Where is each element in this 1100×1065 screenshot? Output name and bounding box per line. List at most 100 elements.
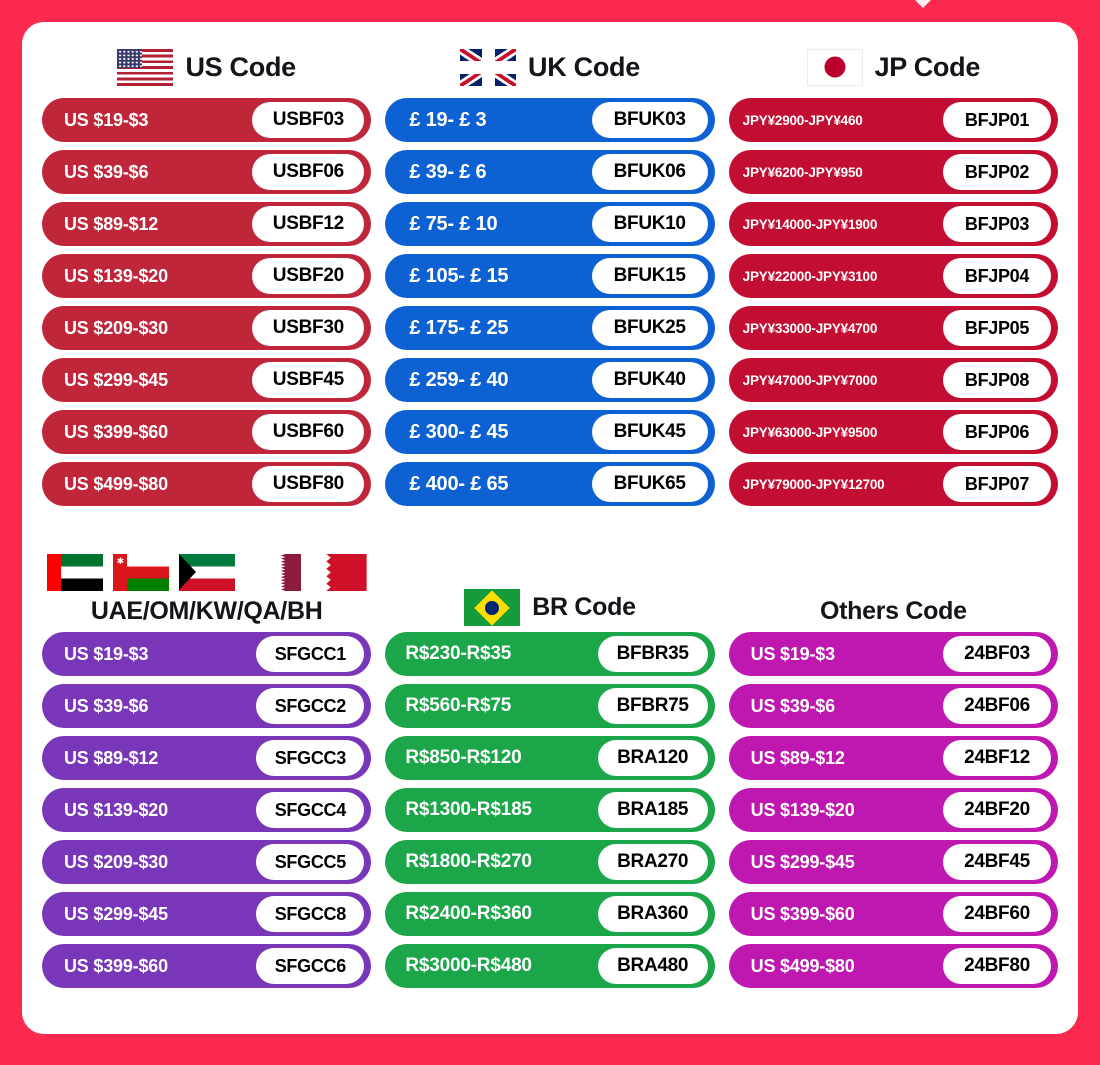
promo-code-chip[interactable]: 24BF12 [943, 740, 1051, 776]
promo-code-row[interactable]: US $139-$20 SFGCC4 [42, 788, 372, 832]
promo-code-chip[interactable]: BFUK15 [591, 258, 708, 294]
promo-code-row[interactable]: £ 105- £ 15 BFUK15 [385, 254, 715, 298]
promo-code-row[interactable]: R$2400-R$360 BRA360 [385, 892, 715, 936]
promo-code-chip[interactable]: BRA120 [597, 740, 708, 776]
promo-code-chip[interactable]: SFGCC8 [256, 896, 365, 932]
promo-code-row[interactable]: US $139-$20 USBF20 [42, 254, 372, 298]
promo-code-chip[interactable]: BFJP07 [943, 466, 1051, 502]
promo-code-row[interactable]: R$230-R$35 BFBR35 [385, 632, 715, 676]
code-list-gcc: US $19-$3 SFGCC1 US $39-$6 SFGCC2 US $89-$12… [42, 632, 372, 988]
promo-code-chip[interactable]: BRA270 [597, 844, 708, 880]
promo-code-row[interactable]: US $39-$6 SFGCC2 [42, 684, 372, 728]
promo-code-chip[interactable]: BFUK03 [591, 102, 708, 138]
promo-code-chip[interactable]: USBF20 [252, 258, 365, 294]
promo-code-row[interactable]: £ 259- £ 40 BFUK40 [385, 358, 715, 402]
promo-code-row[interactable]: US $299-$45 24BF45 [728, 840, 1058, 884]
promo-code-row[interactable]: JPY¥63000-JPY¥9500 BFJP06 [728, 410, 1058, 454]
promo-code-row[interactable]: £ 300- £ 45 BFUK45 [385, 410, 715, 454]
promo-code-row[interactable]: US $19-$3 SFGCC1 [42, 632, 372, 676]
promo-code-row[interactable]: US $399-$60 SFGCC6 [42, 944, 372, 988]
promo-code-row[interactable]: US $139-$20 24BF20 [728, 788, 1058, 832]
promo-code-row[interactable]: R$560-R$75 BFBR75 [385, 684, 715, 728]
promo-code-chip[interactable]: SFGCC2 [256, 688, 365, 724]
promo-code-row[interactable]: JPY¥6200-JPY¥950 BFJP02 [728, 150, 1058, 194]
promo-code-row[interactable]: US $209-$30 USBF30 [42, 306, 372, 350]
promo-code-chip[interactable]: BFJP04 [943, 258, 1051, 294]
promo-code-row[interactable]: US $399-$60 USBF60 [42, 410, 372, 454]
promo-code-chip[interactable]: BFJP08 [943, 362, 1051, 398]
promo-code-row[interactable]: £ 175- £ 25 BFUK25 [385, 306, 715, 350]
promo-code-row[interactable]: US $89-$12 SFGCC3 [42, 736, 372, 780]
promo-code-chip[interactable]: USBF80 [252, 466, 365, 502]
promo-code-chip[interactable]: USBF60 [252, 414, 365, 450]
promo-amount: JPY¥33000-JPY¥4700 [742, 320, 878, 336]
promo-code-chip[interactable]: BFBR35 [597, 636, 708, 672]
promo-code-chip[interactable]: BFBR75 [597, 688, 708, 724]
promo-amount: £ 105- £ 15 [409, 264, 509, 287]
promo-code-row[interactable]: £ 39- £ 6 BFUK06 [385, 150, 715, 194]
promo-amount: £ 259- £ 40 [409, 368, 509, 391]
promo-code-row[interactable]: US $209-$30 SFGCC5 [42, 840, 372, 884]
promo-code-chip[interactable]: BFUK65 [591, 466, 708, 502]
promo-code-row[interactable]: US $299-$45 USBF45 [42, 358, 372, 402]
promo-code-chip[interactable]: USBF12 [252, 206, 365, 242]
promo-code-chip[interactable]: BFJP05 [943, 310, 1051, 346]
promo-code-chip[interactable]: BRA480 [597, 948, 708, 984]
promo-code-row[interactable]: US $39-$6 USBF06 [42, 150, 372, 194]
promo-code-row[interactable]: JPY¥22000-JPY¥3100 BFJP04 [728, 254, 1058, 298]
promo-code-chip[interactable]: SFGCC4 [256, 792, 365, 828]
uae-flag-icon [46, 554, 103, 591]
promo-code-row[interactable]: JPY¥14000-JPY¥1900 BFJP03 [728, 202, 1058, 246]
promo-code-chip[interactable]: BFJP01 [943, 102, 1051, 138]
promo-code-row[interactable]: US $89-$12 24BF12 [728, 736, 1058, 780]
promo-code-chip[interactable]: BFJP02 [943, 154, 1051, 190]
promo-code-row[interactable]: £ 19- £ 3 BFUK03 [385, 98, 715, 142]
promo-code-row[interactable]: R$850-R$120 BRA120 [385, 736, 715, 780]
promo-code-chip[interactable]: SFGCC5 [256, 844, 365, 880]
promo-code-row[interactable]: R$1800-R$270 BRA270 [385, 840, 715, 884]
promo-code-row[interactable]: US $19-$3 USBF03 [42, 98, 372, 142]
promo-code-chip[interactable]: 24BF80 [943, 948, 1051, 984]
promo-code-chip[interactable]: USBF45 [252, 362, 365, 398]
promo-code-row[interactable]: US $19-$3 24BF03 [728, 632, 1058, 676]
promo-amount: £ 39- £ 6 [409, 160, 487, 183]
promo-code-row[interactable]: £ 75- £ 10 BFUK10 [385, 202, 715, 246]
promo-code-row[interactable]: US $299-$45 SFGCC8 [42, 892, 372, 936]
top-chevron-fragment [905, 0, 941, 8]
promo-code-row[interactable]: £ 400- £ 65 BFUK65 [385, 462, 715, 506]
promo-code-row[interactable]: US $399-$60 24BF60 [728, 892, 1058, 936]
promo-code-row[interactable]: R$3000-R$480 BRA480 [385, 944, 715, 988]
promo-code-chip[interactable]: 24BF20 [943, 792, 1051, 828]
promo-code-chip[interactable]: BFUK40 [591, 362, 708, 398]
promo-code-chip[interactable]: SFGCC1 [256, 636, 365, 672]
promo-code-chip[interactable]: BFUK45 [591, 414, 708, 450]
promo-code-chip[interactable]: BFUK10 [591, 206, 708, 242]
promo-code-chip[interactable]: USBF06 [252, 154, 365, 190]
promo-amount: JPY¥22000-JPY¥3100 [742, 268, 878, 284]
promo-code-chip[interactable]: BFJP03 [943, 206, 1051, 242]
promo-code-chip[interactable]: BFUK06 [591, 154, 708, 190]
promo-amount: R$230-R$35 [405, 643, 512, 664]
promo-code-chip[interactable]: USBF30 [252, 310, 365, 346]
promo-code-row[interactable]: US $89-$12 USBF12 [42, 202, 372, 246]
promo-code-chip[interactable]: SFGCC6 [256, 948, 365, 984]
promo-code-chip[interactable]: BFJP06 [943, 414, 1051, 450]
promo-code-chip[interactable]: BRA185 [597, 792, 708, 828]
promo-code-chip[interactable]: BFUK25 [591, 310, 708, 346]
promo-code-chip[interactable]: 24BF03 [943, 636, 1051, 672]
promo-code-chip[interactable]: BRA360 [597, 896, 708, 932]
promo-code-row[interactable]: JPY¥33000-JPY¥4700 BFJP05 [728, 306, 1058, 350]
promo-code-chip[interactable]: 24BF06 [943, 688, 1051, 724]
promo-code-row[interactable]: JPY¥47000-JPY¥7000 BFJP08 [728, 358, 1058, 402]
promo-code-chip[interactable]: 24BF60 [943, 896, 1051, 932]
promo-code-row[interactable]: US $499-$80 USBF80 [42, 462, 372, 506]
promo-code-chip[interactable]: SFGCC3 [256, 740, 365, 776]
promo-code-row[interactable]: US $499-$80 24BF80 [728, 944, 1058, 988]
promo-code-row[interactable]: JPY¥2900-JPY¥460 BFJP01 [728, 98, 1058, 142]
promo-code-chip[interactable]: 24BF45 [943, 844, 1051, 880]
promo-code-row[interactable]: JPY¥79000-JPY¥12700 BFJP07 [728, 462, 1058, 506]
promo-code-row[interactable]: R$1300-R$185 BRA185 [385, 788, 715, 832]
section-header-uk: UK Code [385, 36, 714, 98]
promo-code-row[interactable]: US $39-$6 24BF06 [728, 684, 1058, 728]
promo-code-chip[interactable]: USBF03 [252, 102, 365, 138]
